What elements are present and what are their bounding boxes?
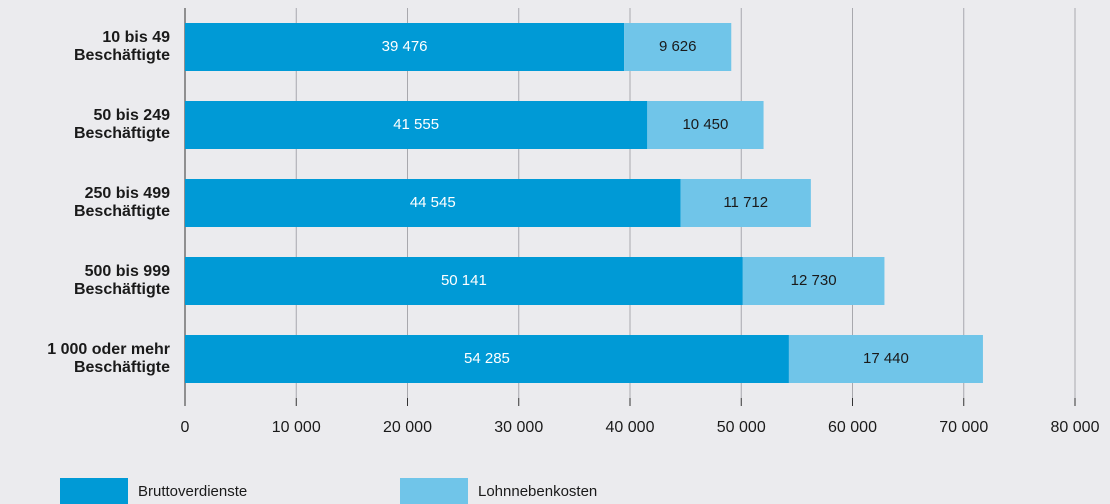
bar-segment (185, 335, 789, 383)
bar-segment (680, 179, 811, 227)
category-label: 1 000 oder mehr (47, 341, 170, 358)
bar-segment (647, 101, 764, 149)
x-tick-label: 0 (181, 419, 190, 436)
category-label: 10 bis 49 (102, 29, 170, 46)
x-tick-label: 20 000 (383, 419, 432, 436)
bar-segment (624, 23, 732, 71)
legend-label: Lohnnebenkosten (478, 483, 597, 500)
category-label: Beschäftigte (74, 47, 170, 64)
value-label: 41 555 (393, 116, 439, 133)
category-label: 50 bis 249 (94, 107, 171, 124)
category-label: Beschäftigte (74, 203, 170, 220)
value-label: 9 626 (659, 38, 697, 55)
value-label: 10 450 (682, 116, 728, 133)
value-label: 12 730 (791, 272, 837, 289)
category-label: Beschäftigte (74, 125, 170, 142)
bar-segment (185, 23, 625, 71)
value-label: 11 712 (723, 194, 768, 211)
category-label: Beschäftigte (74, 281, 170, 298)
bar-segment (185, 101, 648, 149)
x-tick-label: 30 000 (494, 419, 543, 436)
value-label: 17 440 (863, 350, 909, 367)
value-label: 39 476 (382, 38, 428, 55)
legend-swatch (400, 478, 468, 504)
bar-segment (185, 179, 681, 227)
bar-segment (185, 257, 743, 305)
legend-label: Bruttoverdienste (138, 483, 247, 500)
x-tick-label: 10 000 (272, 419, 321, 436)
category-label: 250 bis 499 (85, 185, 171, 202)
category-label: Beschäftigte (74, 359, 170, 376)
legend-swatch (60, 478, 128, 504)
x-tick-label: 70 000 (939, 419, 988, 436)
x-tick-label: 60 000 (828, 419, 877, 436)
category-label: 500 bis 999 (85, 263, 171, 280)
bar-segment (788, 335, 983, 383)
value-label: 44 545 (410, 194, 456, 211)
value-label: 54 285 (464, 350, 510, 367)
x-tick-label: 40 000 (606, 419, 655, 436)
bar-segment (742, 257, 885, 305)
value-label: 50 141 (441, 272, 487, 289)
x-tick-label: 50 000 (717, 419, 766, 436)
x-tick-label: 80 000 (1051, 419, 1100, 436)
